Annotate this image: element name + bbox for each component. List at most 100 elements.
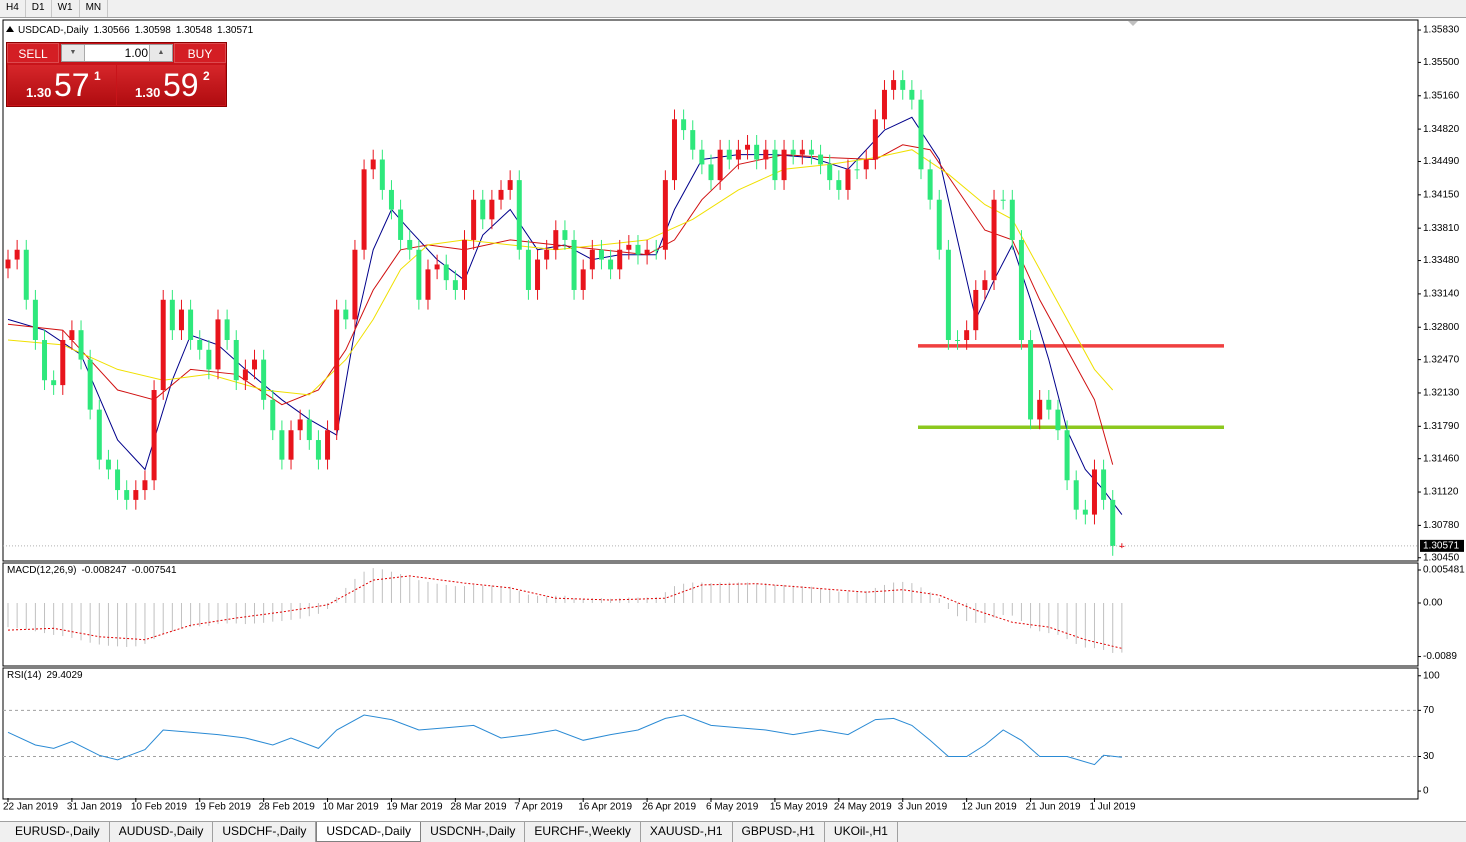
candle-body <box>1119 545 1125 547</box>
chart-tab[interactable]: XAUUSD-,H1 <box>641 822 733 842</box>
candle-body <box>425 269 431 300</box>
candle-body <box>991 199 997 281</box>
candle-body <box>589 249 595 270</box>
candle-body <box>388 189 394 210</box>
candle-body <box>717 149 723 181</box>
x-tick-label: 22 Jan 2019 <box>3 802 58 813</box>
pane-frame <box>2 19 1419 562</box>
candle-body <box>571 239 577 290</box>
candle-body <box>681 119 687 131</box>
header-part: 29.4029 <box>46 670 83 681</box>
header-part: 1.30598 <box>135 25 172 36</box>
x-tick-label: 10 Mar 2019 <box>323 802 380 813</box>
chart-tab[interactable]: USDCAD-,Daily <box>316 822 422 842</box>
candle-body <box>936 199 942 250</box>
header-part: -0.007541 <box>132 565 177 576</box>
y-tick-label: 1.35500 <box>1423 57 1460 68</box>
x-tick-label: 31 Jan 2019 <box>67 802 122 813</box>
candle-body <box>60 339 66 386</box>
chart-tab[interactable]: EURUSD-,Daily <box>6 822 110 842</box>
candle-body <box>772 149 778 181</box>
y-tick-label: 1.35160 <box>1423 90 1460 101</box>
y-tick-label: 100 <box>1423 670 1440 681</box>
candle-body <box>863 159 869 170</box>
lot-up[interactable]: ▲ <box>149 45 172 61</box>
timeframe-button[interactable]: H4 <box>0 0 26 17</box>
indicator-line <box>7 714 1122 766</box>
candle-body <box>626 244 632 250</box>
chart-tab[interactable]: GBPUSD-,H1 <box>733 822 825 842</box>
indicator-header: MACD(12,26,9) -0.008247 -0.007541 <box>7 565 177 576</box>
candle-body <box>644 249 650 255</box>
indicator-header: USDCAD-,Daily 1.30566 1.30598 1.30548 1.3057… <box>18 25 254 36</box>
price-tag <box>1420 539 1464 552</box>
indicator-header: RSI(14) 29.4029 <box>7 670 83 681</box>
candle-body <box>178 309 184 331</box>
candle-body <box>370 159 376 170</box>
candle-body <box>535 259 541 290</box>
candle-body <box>745 144 751 150</box>
candle-body <box>507 180 513 190</box>
candle-body <box>799 149 805 155</box>
candle-body <box>288 430 294 460</box>
candle-body <box>5 259 11 269</box>
candle-body <box>708 164 714 181</box>
candle-body <box>598 249 604 260</box>
candle-body <box>872 119 878 160</box>
x-tick-label: 26 Apr 2019 <box>642 802 696 813</box>
timeframe-button[interactable]: W1 <box>52 0 80 17</box>
candle-body <box>416 249 422 300</box>
candle-body <box>1018 239 1024 340</box>
candle-body <box>498 189 504 200</box>
candle-body <box>945 249 951 340</box>
chart-tab[interactable]: AUDUSD-,Daily <box>110 822 214 842</box>
y-tick-label: 1.30780 <box>1423 520 1460 531</box>
lot-value[interactable]: 1.00 <box>124 46 148 60</box>
candle-body <box>169 299 175 331</box>
x-tick-label: 1 Jul 2019 <box>1089 802 1136 813</box>
candle-body <box>480 199 486 220</box>
candle-body <box>617 249 623 270</box>
candle-body <box>516 180 522 250</box>
y-tick-label: 1.33810 <box>1423 223 1460 234</box>
timeframe-button[interactable]: D1 <box>26 0 52 17</box>
sell-price[interactable]: 1.30 57 1 <box>8 65 116 105</box>
y-tick-label: 1.30450 <box>1423 552 1460 563</box>
candle-body <box>544 249 550 260</box>
candle-body <box>471 199 477 240</box>
candle-body <box>334 309 340 431</box>
chart-tab[interactable]: UKOil-,H1 <box>825 822 898 842</box>
lot-field[interactable]: ▼ 1.00 ▲ <box>61 44 173 62</box>
sell-button[interactable]: SELL <box>7 43 59 63</box>
candle-body <box>23 249 29 300</box>
y-tick-label: 1.31460 <box>1423 453 1460 464</box>
chart-tab[interactable]: USDCNH-,Daily <box>421 822 526 842</box>
price-point: 1 <box>94 69 101 83</box>
candle-body <box>900 80 906 90</box>
price-big: 1.30 <box>26 85 52 100</box>
x-tick-label: 10 Feb 2019 <box>131 802 188 813</box>
chart-tab[interactable]: USDCHF-,Daily <box>213 822 317 842</box>
buy-price[interactable]: 1.30 59 2 <box>117 65 225 105</box>
header-part: 1.30571 <box>217 25 254 36</box>
buy-button[interactable]: BUY <box>174 43 226 63</box>
y-tick-label: 1.32470 <box>1423 354 1460 365</box>
price-tag-label: 1.30571 <box>1423 541 1460 552</box>
candle-body <box>197 339 203 350</box>
candle-body <box>881 89 887 120</box>
x-tick-label: 19 Feb 2019 <box>195 802 252 813</box>
y-tick-label: 1.32130 <box>1423 388 1460 399</box>
lot-down[interactable]: ▼ <box>62 45 85 61</box>
price-pips: 57 <box>54 67 90 103</box>
candle-body <box>1009 199 1015 240</box>
y-tick-label: -0.0089 <box>1423 651 1457 662</box>
candle-body <box>306 419 312 441</box>
candle-body <box>361 169 367 250</box>
candle-body <box>489 199 495 220</box>
chart-tab[interactable]: EURCHF-,Weekly <box>525 822 641 842</box>
timeframe-button[interactable]: MN <box>80 0 109 17</box>
x-tick-label: 6 May 2019 <box>706 802 759 813</box>
candle-body <box>151 390 157 481</box>
candle-body <box>215 319 221 370</box>
